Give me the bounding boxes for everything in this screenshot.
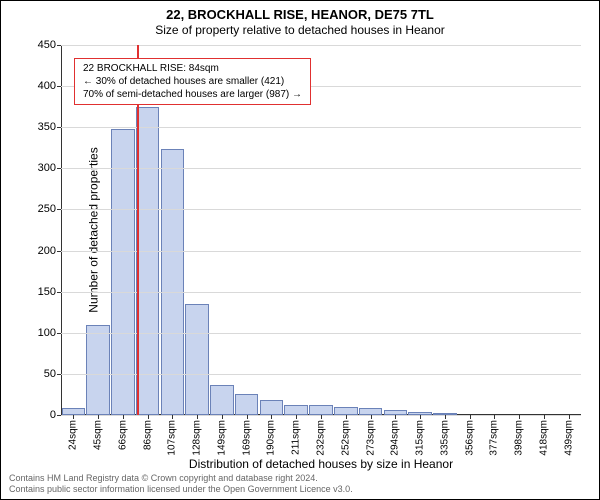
- xtick-mark: [247, 415, 248, 419]
- legend-line: 70% of semi-detached houses are larger (…: [83, 88, 302, 101]
- xtick-mark: [544, 415, 545, 419]
- xtick-mark: [420, 415, 421, 419]
- x-axis-label: Distribution of detached houses by size …: [61, 457, 581, 471]
- xtick-label: 24sqm: [68, 420, 79, 450]
- ytick-mark: [57, 168, 61, 169]
- bar: [260, 400, 284, 415]
- xtick-label: 66sqm: [117, 420, 128, 450]
- xtick-mark: [98, 415, 99, 419]
- ytick-label: 0: [50, 409, 56, 421]
- xtick-mark: [519, 415, 520, 419]
- attribution: Contains HM Land Registry data © Crown c…: [9, 473, 353, 495]
- bar: [334, 407, 358, 415]
- ytick-label: 200: [38, 245, 56, 257]
- bar: [111, 129, 135, 415]
- xtick-mark: [494, 415, 495, 419]
- bar: [235, 394, 259, 415]
- chart-container: 22, BROCKHALL RISE, HEANOR, DE75 7TL Siz…: [0, 0, 600, 500]
- xtick-label: 439sqm: [563, 420, 574, 456]
- ytick-mark: [57, 292, 61, 293]
- attribution-line: Contains public sector information licen…: [9, 484, 353, 495]
- xtick-mark: [445, 415, 446, 419]
- xtick-label: 128sqm: [192, 420, 203, 456]
- xtick-mark: [470, 415, 471, 419]
- xtick-label: 190sqm: [266, 420, 277, 456]
- xtick-label: 335sqm: [439, 420, 450, 456]
- ytick-label: 400: [38, 80, 56, 92]
- ytick-mark: [57, 251, 61, 252]
- ytick-mark: [57, 127, 61, 128]
- ytick-label: 350: [38, 121, 56, 133]
- xtick-mark: [271, 415, 272, 419]
- ytick-mark: [57, 333, 61, 334]
- ytick-mark: [57, 415, 61, 416]
- xtick-label: 232sqm: [316, 420, 327, 456]
- xtick-label: 252sqm: [340, 420, 351, 456]
- xtick-mark: [346, 415, 347, 419]
- legend-line: 22 BROCKHALL RISE: 84sqm: [83, 62, 302, 75]
- xtick-label: 149sqm: [216, 420, 227, 456]
- xtick-label: 418sqm: [538, 420, 549, 456]
- ytick-mark: [57, 45, 61, 46]
- plot-area: 05010015020025030035040045024sqm45sqm66s…: [61, 45, 581, 415]
- xtick-label: 86sqm: [142, 420, 153, 450]
- ytick-label: 100: [38, 327, 56, 339]
- xtick-mark: [73, 415, 74, 419]
- attribution-line: Contains HM Land Registry data © Crown c…: [9, 473, 353, 484]
- chart-title: 22, BROCKHALL RISE, HEANOR, DE75 7TL: [1, 7, 599, 22]
- xtick-mark: [148, 415, 149, 419]
- xtick-label: 45sqm: [93, 420, 104, 450]
- xtick-label: 211sqm: [291, 420, 302, 455]
- xtick-label: 169sqm: [241, 420, 252, 456]
- xtick-label: 273sqm: [365, 420, 376, 456]
- ytick-mark: [57, 86, 61, 87]
- xtick-mark: [197, 415, 198, 419]
- xtick-label: 377sqm: [489, 420, 500, 456]
- ytick-label: 150: [38, 286, 56, 298]
- bar: [161, 149, 185, 415]
- xtick-mark: [569, 415, 570, 419]
- bar: [210, 385, 234, 415]
- xtick-mark: [172, 415, 173, 419]
- ytick-label: 300: [38, 162, 56, 174]
- legend-line: ← 30% of detached houses are smaller (42…: [83, 75, 302, 88]
- ytick-label: 250: [38, 203, 56, 215]
- xtick-label: 356sqm: [464, 420, 475, 456]
- legend-box: 22 BROCKHALL RISE: 84sqm← 30% of detache…: [74, 58, 311, 105]
- xtick-mark: [296, 415, 297, 419]
- ytick-label: 50: [44, 368, 56, 380]
- ytick-mark: [57, 209, 61, 210]
- bar: [309, 405, 333, 415]
- ytick-mark: [57, 374, 61, 375]
- xtick-label: 294sqm: [390, 420, 401, 456]
- chart-subtitle: Size of property relative to detached ho…: [1, 23, 599, 37]
- bar: [86, 325, 110, 415]
- bar: [185, 304, 209, 415]
- bar: [359, 408, 383, 415]
- xtick-mark: [395, 415, 396, 419]
- xtick-label: 315sqm: [415, 420, 426, 456]
- xtick-label: 107sqm: [167, 420, 178, 456]
- xtick-mark: [123, 415, 124, 419]
- ytick-label: 450: [38, 39, 56, 51]
- xtick-mark: [321, 415, 322, 419]
- bar: [284, 405, 308, 415]
- xtick-mark: [222, 415, 223, 419]
- xtick-mark: [371, 415, 372, 419]
- xtick-label: 398sqm: [514, 420, 525, 456]
